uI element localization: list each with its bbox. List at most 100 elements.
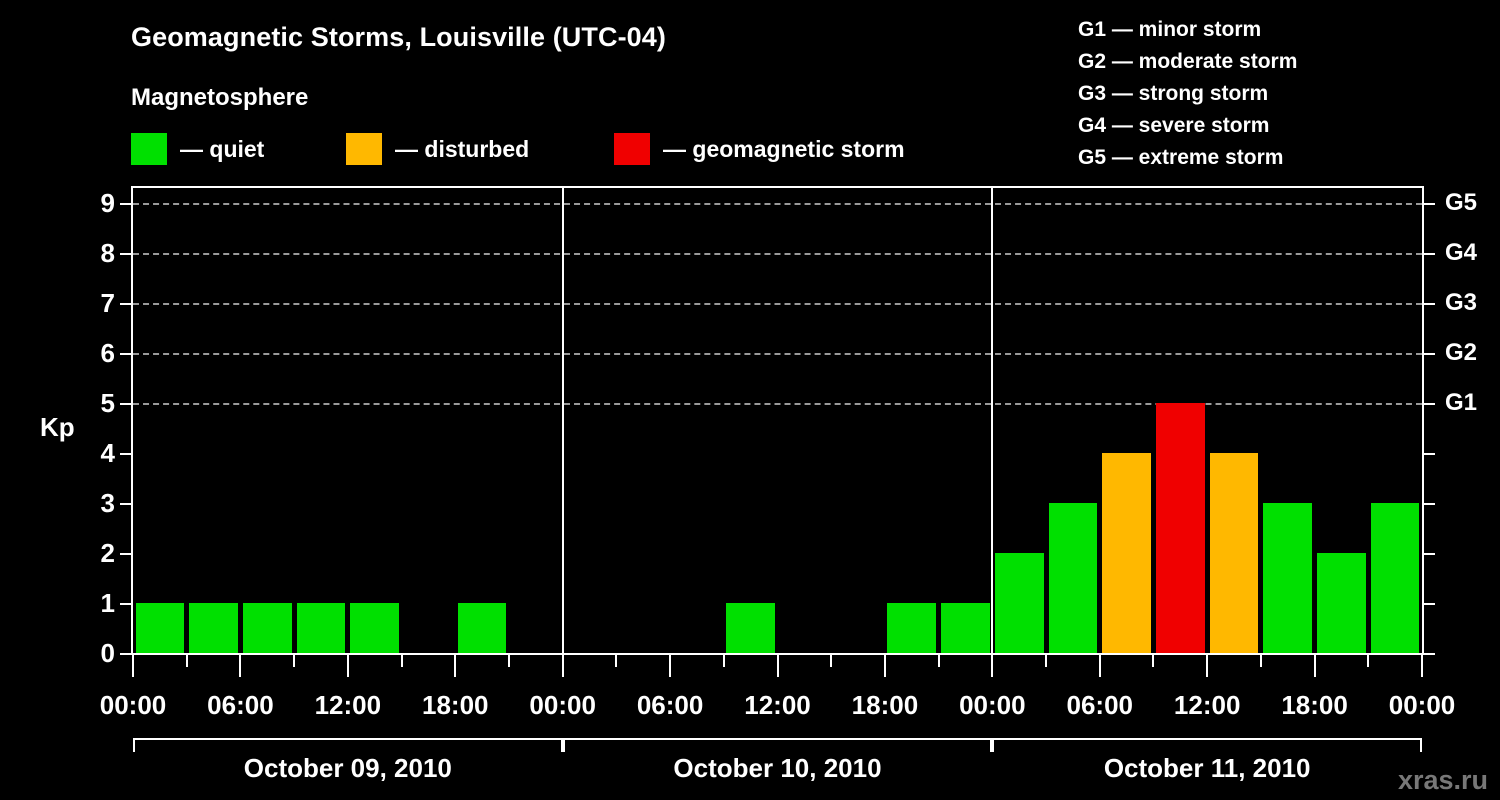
bar [994, 553, 1044, 653]
gridline [133, 403, 1422, 405]
bar [1263, 503, 1313, 653]
plot-area [131, 186, 1424, 655]
date-label: October 10, 2010 [673, 753, 882, 783]
g-scale-legend: G1 — minor storm G2 — moderate storm G3 — … [1078, 14, 1297, 174]
g-scale-row: G4 — severe storm [1078, 114, 1270, 137]
x-tick-label: 18:00 [1281, 690, 1348, 720]
legend-swatch [614, 133, 650, 165]
x-tick-label: 00:00 [959, 690, 1026, 720]
g-tick-mark [1424, 353, 1435, 355]
x-tick-label: 18:00 [851, 690, 919, 720]
x-tick-mark-major [1206, 655, 1209, 677]
bar [350, 603, 400, 653]
g-tick-label: G2 [1445, 339, 1478, 366]
x-tick-mark-minor [830, 655, 833, 667]
x-tick-mark-major [561, 655, 564, 677]
x-tick-label: 12:00 [1173, 690, 1241, 720]
date-label: October 11, 2010 [1103, 753, 1311, 783]
x-tick-mark-major [132, 655, 134, 677]
bar [135, 603, 185, 653]
bar [726, 603, 775, 653]
y-tick-label: 9 [100, 188, 115, 218]
x-tick-mark-major [346, 655, 349, 677]
x-tick-label: 18:00 [422, 690, 489, 720]
x-tick-label: 06:00 [207, 690, 274, 720]
x-tick-label: 06:00 [1066, 690, 1134, 720]
day-separator [991, 188, 994, 653]
x-tick-mark-major [454, 655, 457, 677]
bar [457, 603, 507, 653]
x-tick-mark-major [1313, 655, 1316, 677]
x-tick-mark-minor [722, 655, 725, 667]
bar [887, 603, 937, 653]
y-tick-label: 1 [100, 588, 115, 618]
legend-swatch [131, 133, 167, 165]
g-tick-mark [1424, 303, 1435, 305]
x-tick-label: 12:00 [314, 690, 382, 720]
x-tick-label: 06:00 [636, 690, 704, 720]
y-tick-mark [120, 453, 131, 455]
y-tick-mark [120, 253, 131, 255]
date-bracket [992, 738, 1422, 752]
x-tick-mark-major [239, 655, 242, 677]
y-tick-label: 2 [100, 538, 115, 568]
x-tick-label: 12:00 [744, 690, 811, 720]
bar [1370, 503, 1420, 653]
g-tick-mark [1424, 253, 1435, 255]
legend-label: — quiet [180, 135, 265, 162]
y-tick-mark [120, 403, 131, 405]
x-tick-label: 00:00 [99, 690, 167, 720]
x-tick-mark-minor [937, 655, 940, 667]
g-scale-row: G2 — moderate storm [1078, 50, 1298, 73]
g-tick-label: G1 [1445, 389, 1478, 416]
x-tick-mark-major [669, 655, 672, 677]
x-tick-label: 00:00 [1388, 690, 1456, 720]
bar [296, 603, 346, 653]
y-tick-mark [120, 503, 131, 505]
legend-item: — geomagnetic storm [614, 132, 905, 166]
bar [1317, 553, 1366, 653]
y-tick-label: 6 [100, 338, 115, 368]
y-tick-label: 8 [100, 238, 115, 268]
x-tick-mark-minor [1045, 655, 1048, 667]
g-scale-row: G1 — minor storm [1078, 18, 1262, 41]
y-tick-mark [120, 653, 131, 655]
y-tick-mark [120, 203, 131, 205]
g-tick-label: G3 [1445, 289, 1478, 316]
bar [189, 603, 238, 653]
x-tick-mark-minor [1152, 655, 1155, 667]
g-tick-mark-minor [1424, 603, 1435, 605]
bar [941, 603, 990, 653]
y-tick-label: 3 [100, 488, 115, 518]
watermark: xras.ru [1397, 765, 1488, 795]
bar [242, 603, 292, 653]
y-tick-mark [120, 553, 131, 555]
x-tick-mark-major [991, 655, 994, 677]
gridline [133, 253, 1422, 255]
y-tick-mark [120, 603, 131, 605]
x-tick-mark-major [776, 655, 779, 677]
chart-subtitle: Magnetosphere [131, 84, 309, 111]
legend-label: — geomagnetic storm [663, 135, 905, 162]
g-tick-label: G4 [1445, 239, 1478, 266]
bar [1048, 503, 1098, 653]
day-separator [561, 188, 564, 653]
x-tick-mark-major [883, 655, 886, 677]
gridline [133, 353, 1422, 355]
y-axis-title: Kp [40, 412, 75, 442]
legend-label: — disturbed [395, 135, 530, 162]
date-bracket [133, 738, 563, 752]
g-scale-row: G3 — strong storm [1078, 82, 1269, 105]
y-tick-mark [120, 303, 131, 305]
date-label: October 09, 2010 [243, 753, 452, 783]
x-tick-mark-minor [293, 655, 296, 667]
page-title: Geomagnetic Storms, Louisville (UTC-04) [131, 22, 667, 52]
legend-swatch [346, 133, 382, 165]
g-tick-mark [1424, 203, 1435, 205]
x-tick-label: 00:00 [529, 690, 596, 720]
bar [1102, 453, 1151, 653]
x-tick-mark-minor [615, 655, 618, 667]
g-tick-mark-minor [1424, 553, 1435, 555]
x-tick-mark-minor [1367, 655, 1370, 667]
